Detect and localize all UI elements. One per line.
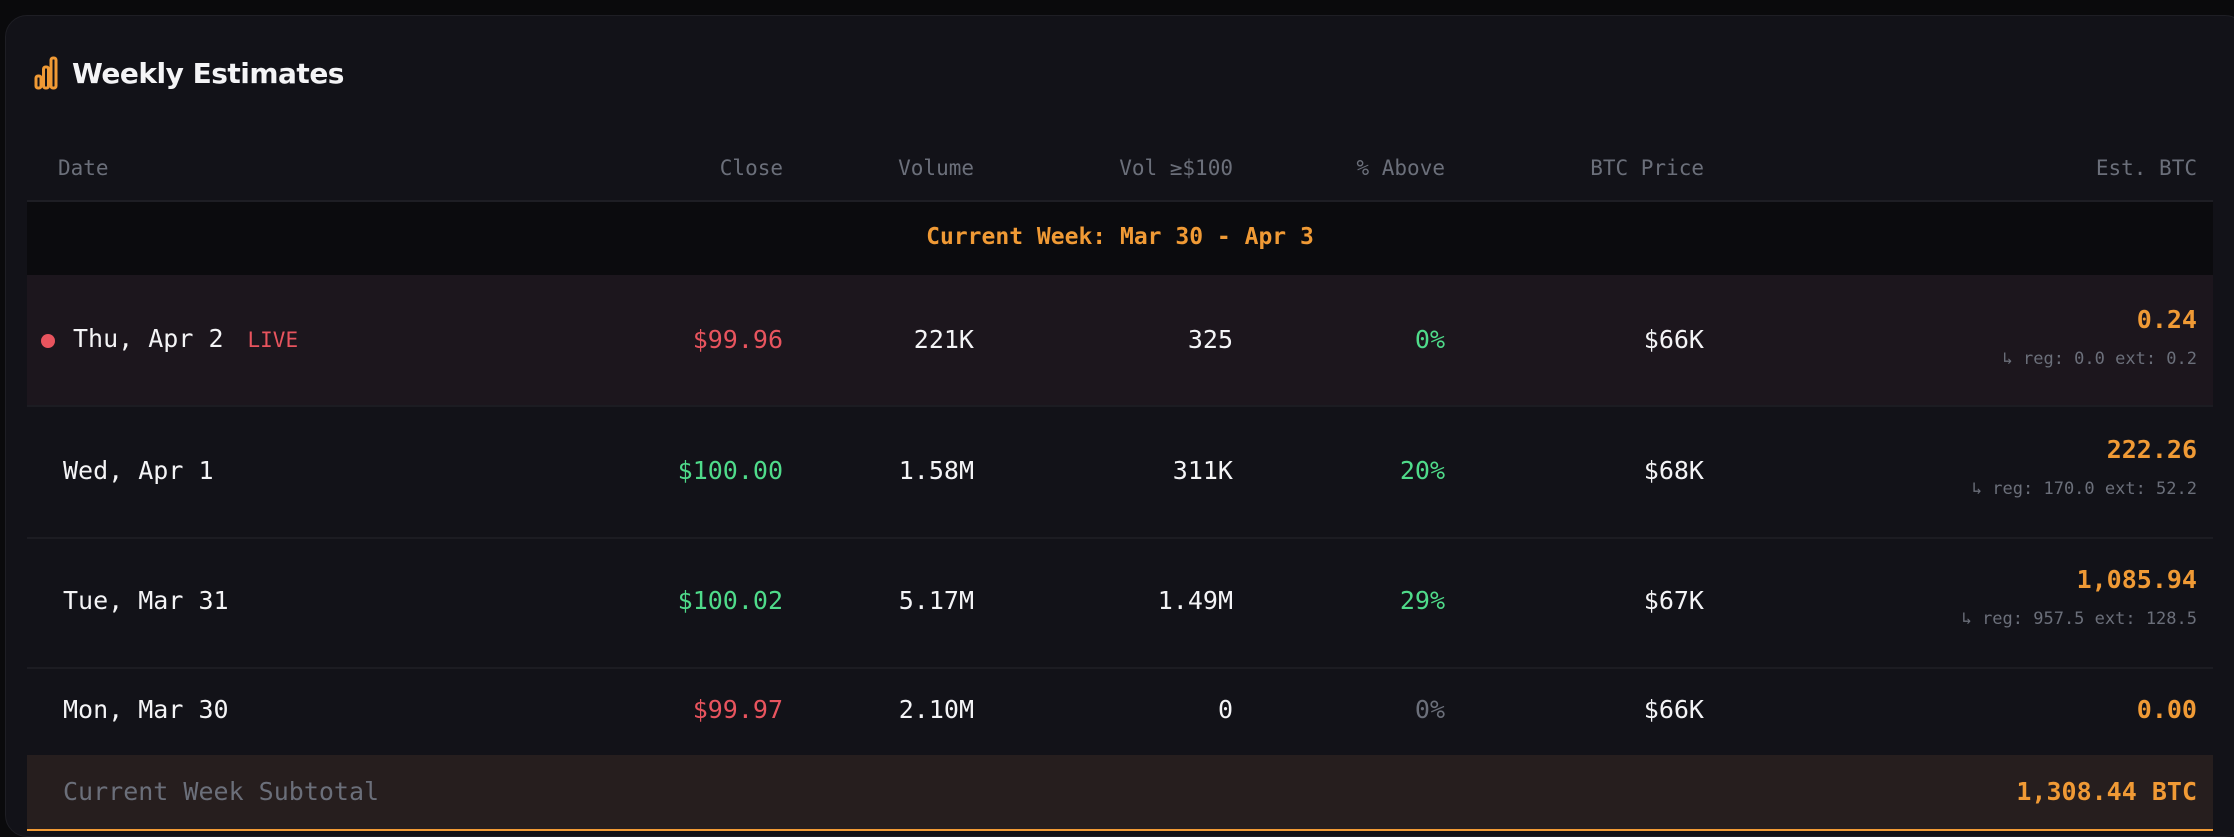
row-btc-price: $66K (1643, 325, 1704, 354)
row-date: Wed, Apr 1 (63, 456, 214, 485)
row-close: $100.00 (677, 456, 783, 485)
row-est-detail: ↳ reg: 170.0 ext: 52.2 (1971, 479, 2197, 499)
card-header: Weekly Estimates (34, 56, 344, 90)
row-date: Mon, Mar 30 (63, 695, 229, 724)
row-date: Thu, Apr 2 LIVE (73, 324, 298, 353)
week-group-header: Current Week: Mar 30 - Apr 3 (27, 202, 2213, 275)
weekly-estimates-card: Weekly Estimates Date Close Volume Vol ≥… (5, 15, 2234, 837)
subtotal-label: Current Week Subtotal (63, 777, 380, 806)
row-pct: 29% (1399, 586, 1445, 615)
card-title: Weekly Estimates (72, 56, 344, 90)
row-est-detail: ↳ reg: 0.0 ext: 0.2 (2002, 349, 2197, 369)
table-row[interactable]: Wed, Apr 1 $100.00 1.58M 311K 20% $68K 2… (27, 407, 2213, 539)
row-volume: 221K (913, 325, 974, 354)
table-row[interactable]: Mon, Mar 30 $99.97 2.10M 0 0% $66K 0.00 (27, 667, 2213, 755)
row-btc-price: $67K (1643, 586, 1704, 615)
row-pct: 0% (1414, 695, 1445, 724)
col-date: Date (58, 156, 109, 180)
table-row[interactable]: Tue, Mar 31 $100.02 5.17M 1.49M 29% $67K… (27, 537, 2213, 669)
row-vol-100: 325 (1187, 325, 1233, 354)
row-volume: 1.58M (898, 456, 974, 485)
row-btc-price: $66K (1643, 695, 1704, 724)
row-pct: 20% (1399, 456, 1445, 485)
row-date: Tue, Mar 31 (63, 586, 229, 615)
row-est: 222.26 (2106, 435, 2197, 464)
row-volume: 5.17M (898, 586, 974, 615)
subtotal-row: Current Week Subtotal 1,308.44 BTC (27, 755, 2213, 831)
row-est: 0.00 (2136, 695, 2197, 724)
subtotal-value: 1,308.44 BTC (2016, 777, 2197, 806)
row-est-detail: ↳ reg: 957.5 ext: 128.5 (1961, 609, 2197, 629)
row-pct: 0% (1414, 325, 1445, 354)
row-est: 0.24 (2136, 305, 2197, 334)
col-pct-above: % Above (1356, 156, 1445, 180)
row-est: 1,085.94 (2076, 565, 2197, 594)
live-dot-icon (41, 334, 55, 348)
row-vol-100: 1.49M (1157, 586, 1233, 615)
row-close: $99.97 (692, 695, 783, 724)
bar-chart-icon (34, 56, 58, 90)
week-label: Current Week: Mar 30 - Apr 3 (926, 224, 1314, 250)
live-badge: LIVE (247, 328, 299, 352)
col-volume: Volume (898, 156, 974, 180)
col-close: Close (719, 156, 783, 180)
row-close: $99.96 (692, 325, 783, 354)
date-text: Thu, Apr 2 (73, 324, 224, 353)
row-vol-100: 0 (1217, 695, 1233, 724)
row-volume: 2.10M (898, 695, 974, 724)
row-vol-100: 311K (1172, 456, 1233, 485)
row-close: $100.02 (677, 586, 783, 615)
col-btc-price: BTC Price (1590, 156, 1704, 180)
table-header: Date Close Volume Vol ≥$100 % Above BTC … (27, 136, 2213, 203)
table-row[interactable]: Thu, Apr 2 LIVE $99.96 221K 325 0% $66K 0… (27, 275, 2213, 407)
row-btc-price: $68K (1643, 456, 1704, 485)
col-vol-100: Vol ≥$100 (1119, 156, 1233, 180)
col-est-btc: Est. BTC (2095, 156, 2197, 180)
